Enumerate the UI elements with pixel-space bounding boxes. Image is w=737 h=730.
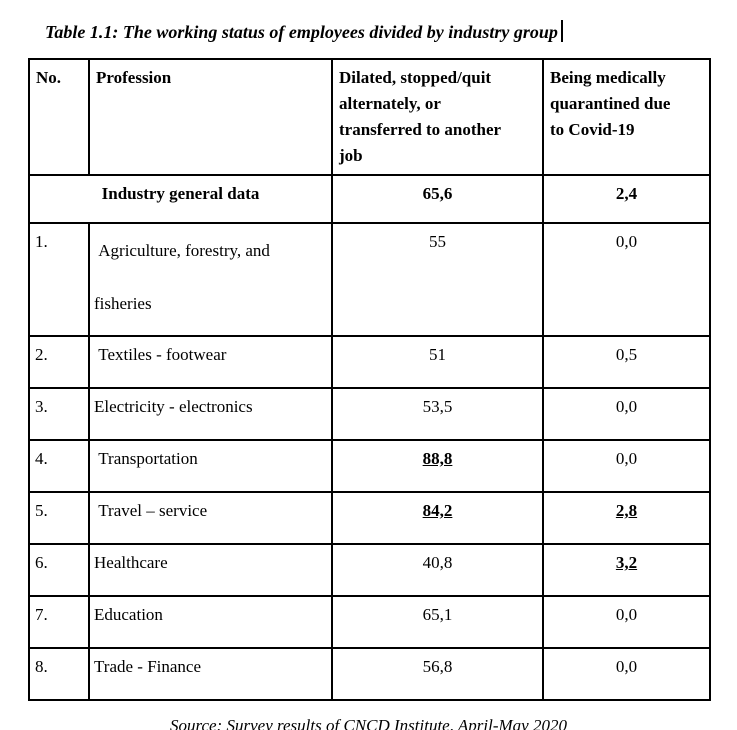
row-number-cell[interactable]: 8.	[28, 647, 90, 701]
dilated-value-cell[interactable]: 55	[331, 222, 544, 337]
table-row: 6. Healthcare 40,8 3,2	[28, 543, 711, 597]
profession-cell[interactable]: Agriculture, forestry, and fisheries	[88, 222, 333, 337]
dilated-value-cell[interactable]: 40,8	[331, 543, 544, 597]
row-number-cell[interactable]: 3.	[28, 387, 90, 441]
table-row: 3. Electricity - electronics 53,5 0,0	[28, 387, 711, 441]
row-number-cell[interactable]: 7.	[28, 595, 90, 649]
dilated-value-cell[interactable]: 84,2	[331, 491, 544, 545]
profession-cell[interactable]: Travel – service	[88, 491, 333, 545]
row-number-cell[interactable]: 1.	[28, 222, 90, 337]
dilated-value-cell[interactable]: 56,8	[331, 647, 544, 701]
header-profession[interactable]: Profession	[88, 58, 333, 176]
row-number-cell[interactable]: 6.	[28, 543, 90, 597]
table-caption-text: Table 1.1: The working status of employe…	[45, 22, 558, 42]
quarantined-value-cell[interactable]: 2,8	[542, 491, 711, 545]
profession-cell[interactable]: Textiles - footwear	[88, 335, 333, 389]
row-number-cell[interactable]: 4.	[28, 439, 90, 493]
summary-label[interactable]: Industry general data	[28, 174, 333, 224]
dilated-value-cell[interactable]: 51	[331, 335, 544, 389]
dilated-value-cell[interactable]: 65,1	[331, 595, 544, 649]
table-row: 2. Textiles - footwear 51 0,5	[28, 335, 711, 389]
header-dilated-stopped[interactable]: Dilated, stopped/quit alternately, or tr…	[331, 58, 544, 176]
quarantined-value-cell[interactable]: 3,2	[542, 543, 711, 597]
table-row: 7. Education 65,1 0,0	[28, 595, 711, 649]
table-row: 8. Trade - Finance 56,8 0,0	[28, 647, 711, 701]
summary-value-quarantined[interactable]: 2,4	[542, 174, 711, 224]
quarantined-value-cell[interactable]: 0,5	[542, 335, 711, 389]
industry-status-table: No. Profession Dilated, stopped/quit alt…	[28, 58, 711, 701]
table-row: 1. Agriculture, forestry, and fisheries …	[28, 222, 711, 337]
table-header-row: No. Profession Dilated, stopped/quit alt…	[28, 58, 711, 176]
quarantined-value-cell[interactable]: 0,0	[542, 647, 711, 701]
quarantined-value-cell[interactable]: 0,0	[542, 387, 711, 441]
profession-cell[interactable]: Trade - Finance	[88, 647, 333, 701]
quarantined-value-cell[interactable]: 0,0	[542, 222, 711, 337]
summary-row: Industry general data 65,6 2,4	[28, 174, 711, 224]
table-caption[interactable]: Table 1.1: The working status of employe…	[45, 20, 737, 44]
profession-cell[interactable]: Education	[88, 595, 333, 649]
table-row: 5. Travel – service 84,2 2,8	[28, 491, 711, 545]
profession-cell[interactable]: Transportation	[88, 439, 333, 493]
text-cursor-caret	[560, 20, 563, 42]
source-note[interactable]: Source: Survey results of CNCD Institute…	[170, 716, 567, 730]
table-row: 4. Transportation 88,8 0,0	[28, 439, 711, 493]
dilated-value-cell[interactable]: 88,8	[331, 439, 544, 493]
summary-value-dilated[interactable]: 65,6	[331, 174, 544, 224]
profession-cell[interactable]: Electricity - electronics	[88, 387, 333, 441]
dilated-value-cell[interactable]: 53,5	[331, 387, 544, 441]
row-number-cell[interactable]: 2.	[28, 335, 90, 389]
quarantined-value-cell[interactable]: 0,0	[542, 595, 711, 649]
row-number-cell[interactable]: 5.	[28, 491, 90, 545]
header-no[interactable]: No.	[28, 58, 90, 176]
header-quarantined[interactable]: Being medically quarantined due to Covid…	[542, 58, 711, 176]
quarantined-value-cell[interactable]: 0,0	[542, 439, 711, 493]
profession-cell[interactable]: Healthcare	[88, 543, 333, 597]
